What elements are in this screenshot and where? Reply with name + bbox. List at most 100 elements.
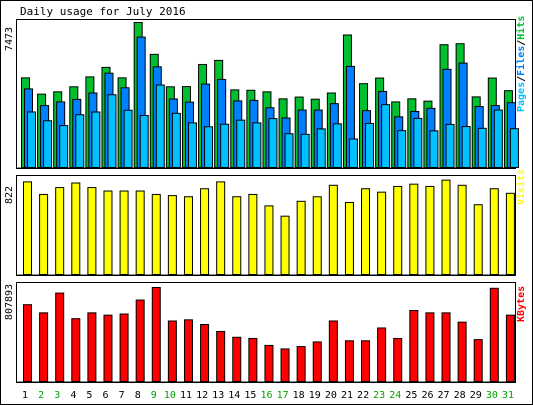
day-label: 21 — [341, 390, 353, 401]
day-label: 13 — [212, 390, 224, 401]
kbytes-bar — [119, 313, 129, 382]
panel-hits-ymax-label: 7473 — [4, 27, 15, 51]
pages-bar — [429, 130, 439, 169]
day-label: 7 — [119, 390, 125, 401]
kbytes-bar — [23, 304, 32, 382]
visits-bar — [328, 184, 338, 275]
visits-bar — [393, 185, 403, 275]
day-label: 11 — [180, 390, 192, 401]
pages-bar — [187, 122, 197, 168]
day-label: 8 — [135, 390, 141, 401]
day-label: 3 — [54, 390, 60, 401]
visits-bar — [489, 188, 499, 276]
day-label: 30 — [486, 390, 498, 401]
pages-bar — [59, 125, 69, 168]
kbytes-bar — [344, 340, 354, 383]
panel-hits-frame — [16, 19, 516, 169]
day-label: 14 — [228, 390, 240, 401]
kbytes-bar — [409, 310, 419, 383]
day-label: 12 — [196, 390, 208, 401]
kbytes-bar — [457, 321, 467, 383]
day-label: 28 — [454, 390, 466, 401]
pages-bar — [509, 128, 519, 169]
pages-bar — [43, 120, 53, 169]
visits-bar — [505, 192, 515, 275]
visits-bar — [264, 205, 274, 275]
day-label: 15 — [244, 390, 256, 401]
kbytes-bar — [167, 320, 177, 383]
pages-bar — [284, 133, 294, 169]
visits-bar — [119, 190, 129, 275]
pages-bar — [171, 112, 181, 168]
day-label: 24 — [389, 390, 401, 401]
visits-bar — [441, 179, 451, 275]
kbytes-bar — [39, 312, 49, 382]
kbytes-bar — [489, 287, 499, 382]
kbytes-bar — [248, 337, 258, 382]
pages-bar — [348, 138, 358, 169]
kbytes-bar — [328, 320, 338, 383]
pages-bar — [316, 128, 326, 169]
kbytes-bar — [393, 337, 403, 382]
visits-bar — [167, 195, 177, 275]
kbytes-bar — [232, 336, 242, 382]
day-label: 26 — [421, 390, 433, 401]
day-label: 2 — [38, 390, 44, 401]
kbytes-bar — [473, 339, 483, 382]
visits-bar — [425, 185, 435, 275]
panel-hits-legend: Pages/Files/Hits — [515, 16, 527, 112]
pages-bar — [220, 123, 230, 168]
day-label: 9 — [151, 390, 157, 401]
pages-bar — [300, 133, 310, 169]
visits-bar — [183, 196, 193, 276]
kbytes-bar — [71, 318, 81, 382]
kbytes-bar — [200, 323, 210, 382]
pages-bar — [445, 123, 455, 168]
legend-visits-label: Visits — [515, 169, 527, 205]
visits-bar — [55, 187, 65, 275]
panel-kbytes-ymax-label: 807893 — [4, 284, 15, 320]
visits-bar — [71, 182, 81, 275]
pages-bar — [461, 126, 471, 168]
day-label: 10 — [164, 390, 176, 401]
day-label: 18 — [293, 390, 305, 401]
kbytes-bar — [425, 312, 435, 382]
visits-bar — [248, 193, 258, 275]
kbytes-bar — [183, 319, 193, 382]
legend-pages-label: Pages — [516, 82, 527, 112]
legend-kbytes-label: KBytes — [516, 286, 527, 322]
visits-bar — [39, 193, 49, 275]
pages-bar — [365, 122, 375, 169]
kbytes-bar — [103, 314, 113, 382]
pages-bar — [75, 114, 85, 168]
visits-bar — [200, 188, 210, 276]
visits-bar — [344, 201, 354, 275]
kbytes-bar — [312, 341, 322, 382]
day-label: 27 — [438, 390, 450, 401]
visits-bar — [23, 181, 32, 276]
kbytes-bar — [135, 299, 145, 382]
panel-kbytes-frame — [16, 282, 516, 383]
legend-hits-label: Hits — [515, 16, 527, 40]
kbytes-bar — [505, 314, 515, 382]
day-label: 25 — [405, 390, 417, 401]
pages-bar — [332, 123, 342, 168]
day-label: 19 — [309, 390, 321, 401]
visits-bar — [457, 184, 467, 275]
day-label: 16 — [260, 390, 272, 401]
pages-bar — [139, 114, 149, 168]
kbytes-bar — [296, 346, 306, 383]
visits-bar — [103, 190, 113, 275]
visits-bar — [296, 200, 306, 275]
pages-bar — [123, 109, 133, 168]
visits-bar — [280, 215, 290, 275]
pages-bar — [107, 94, 117, 168]
visits-bar — [151, 193, 161, 275]
visits-bar — [216, 181, 226, 276]
visits-bar — [87, 187, 97, 275]
kbytes-bar — [280, 348, 290, 382]
visits-bar — [409, 183, 419, 275]
day-label: 17 — [277, 390, 289, 401]
day-label: 31 — [502, 390, 514, 401]
kbytes-bar — [87, 312, 97, 382]
